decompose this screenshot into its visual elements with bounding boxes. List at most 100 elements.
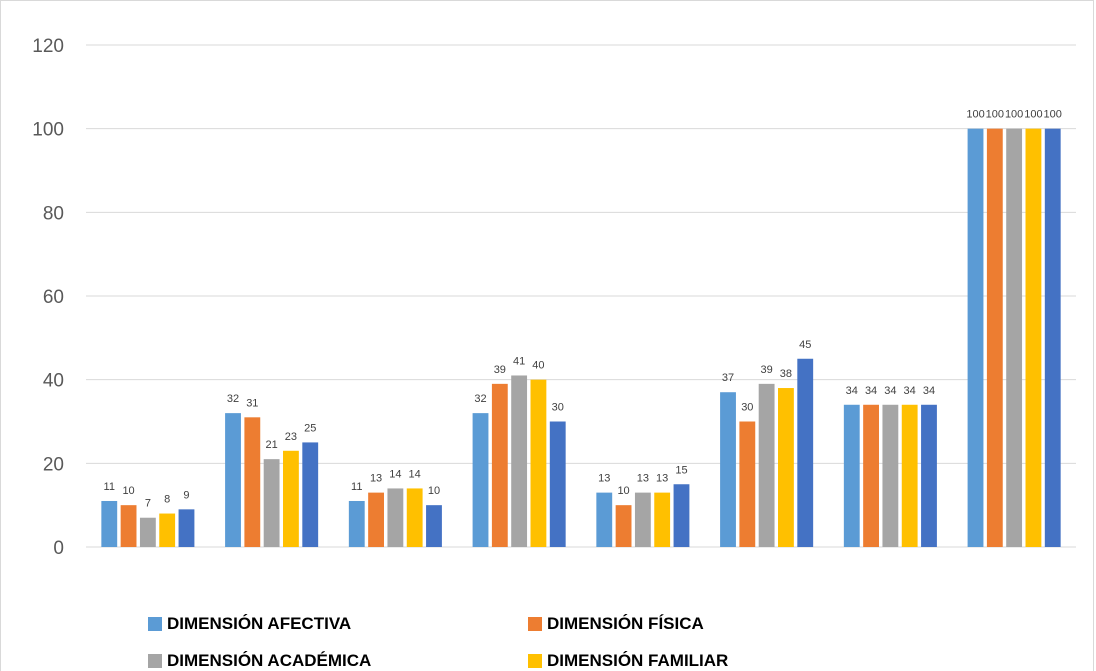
legend-label-fisica: DIMENSIÓN FÍSICA <box>547 614 704 633</box>
data-label: 31 <box>246 397 258 409</box>
legend-label-academica: DIMENSIÓN ACADÉMICA <box>167 651 372 670</box>
bar <box>863 404 879 547</box>
bar <box>302 442 319 547</box>
legend-label-afectiva: DIMENSIÓN AFECTIVA <box>167 614 352 633</box>
bar <box>472 413 489 547</box>
bar <box>511 375 528 547</box>
y-tick-label: 80 <box>43 203 64 224</box>
data-label: 100 <box>1044 109 1062 121</box>
data-label: 10 <box>122 485 134 497</box>
data-label: 38 <box>780 368 792 380</box>
data-label: 37 <box>722 372 734 384</box>
legend-swatch-academica <box>148 654 162 668</box>
data-label: 45 <box>799 339 811 351</box>
data-label: 15 <box>675 464 687 476</box>
bar <box>101 500 118 547</box>
y-tick-label: 120 <box>32 36 64 57</box>
data-label: 100 <box>986 109 1004 121</box>
data-label: 23 <box>285 431 297 443</box>
bar <box>387 488 404 547</box>
bar <box>225 413 241 547</box>
data-labels: 11 10 7 8 9 32 31 21 23 25 11 13 14 14 10 32 39 41 40 30 13 1… <box>104 109 1062 510</box>
bar <box>797 358 814 547</box>
bar <box>120 505 137 547</box>
bar <box>283 450 299 547</box>
y-axis-ticks: 0 20 40 60 80 100 120 <box>32 36 64 559</box>
bar <box>778 388 794 547</box>
y-tick-label: 60 <box>43 287 64 308</box>
data-label: 34 <box>904 385 916 397</box>
y-tick-label: 100 <box>32 120 64 141</box>
bar <box>139 517 156 547</box>
bar <box>673 484 690 547</box>
legend-item-academica: DIMENSIÓN ACADÉMICA <box>148 651 371 671</box>
data-label: 32 <box>227 393 239 405</box>
bar <box>739 421 756 547</box>
bar <box>1025 128 1042 547</box>
bar <box>967 128 984 547</box>
data-label: 8 <box>164 494 170 506</box>
bar <box>634 492 651 547</box>
data-label: 13 <box>598 473 610 485</box>
data-label: 11 <box>104 481 115 493</box>
bar-chart: 0 20 40 60 80 100 120 11 10 7 8 9 32 31 21 23 25 11 13 14 1… <box>32 36 1076 559</box>
data-label: 13 <box>656 473 668 485</box>
bar <box>1006 128 1023 547</box>
data-label: 7 <box>145 498 151 510</box>
legend-swatch-afectiva <box>148 617 162 631</box>
bar <box>426 505 442 547</box>
data-label: 41 <box>513 355 525 367</box>
bars <box>101 128 1061 547</box>
data-label: 100 <box>966 109 984 121</box>
data-label: 14 <box>389 468 401 480</box>
legend-swatch-familiar <box>528 654 542 668</box>
data-label: 21 <box>266 439 278 451</box>
bar <box>549 421 566 547</box>
data-label: 13 <box>370 473 382 485</box>
bar <box>596 492 613 547</box>
data-label: 40 <box>532 360 544 372</box>
legend: DIMENSIÓN AFECTIVA DIMENSIÓN FÍSICA DIME… <box>148 614 848 671</box>
data-label: 25 <box>304 422 316 434</box>
bar <box>986 128 1003 547</box>
bar <box>178 509 195 547</box>
bar <box>654 492 671 547</box>
y-tick-label: 20 <box>43 454 64 475</box>
bar <box>901 404 918 547</box>
data-label: 14 <box>409 468 421 480</box>
data-label: 9 <box>183 489 189 501</box>
bar <box>263 459 280 547</box>
bar <box>491 383 508 547</box>
bar <box>1044 128 1061 547</box>
data-label: 34 <box>884 385 896 397</box>
data-label: 100 <box>1024 109 1042 121</box>
bar <box>368 492 384 547</box>
bar <box>921 404 937 547</box>
bar <box>615 505 632 547</box>
data-label: 30 <box>741 402 753 414</box>
bar <box>244 417 261 547</box>
data-label: 34 <box>923 385 935 397</box>
bar <box>758 383 775 547</box>
legend-item-afectiva: DIMENSIÓN AFECTIVA <box>148 614 351 634</box>
data-label: 13 <box>637 473 649 485</box>
legend-item-familiar: DIMENSIÓN FAMILIAR <box>528 651 728 671</box>
data-label: 39 <box>494 364 506 376</box>
bar <box>159 513 176 547</box>
data-label: 39 <box>761 364 773 376</box>
data-label: 11 <box>351 481 362 493</box>
y-tick-label: 40 <box>43 371 64 392</box>
data-label: 10 <box>428 485 440 497</box>
data-label: 100 <box>1005 109 1023 121</box>
bar <box>843 404 860 547</box>
y-tick-label: 0 <box>53 538 64 559</box>
legend-swatch-fisica <box>528 617 542 631</box>
bar <box>720 392 736 547</box>
bar <box>406 488 423 547</box>
data-label: 10 <box>617 485 629 497</box>
bar <box>530 379 547 547</box>
legend-label-familiar: DIMENSIÓN FAMILIAR <box>547 651 729 670</box>
data-label: 34 <box>846 385 858 397</box>
legend-item-fisica: DIMENSIÓN FÍSICA <box>528 614 704 634</box>
